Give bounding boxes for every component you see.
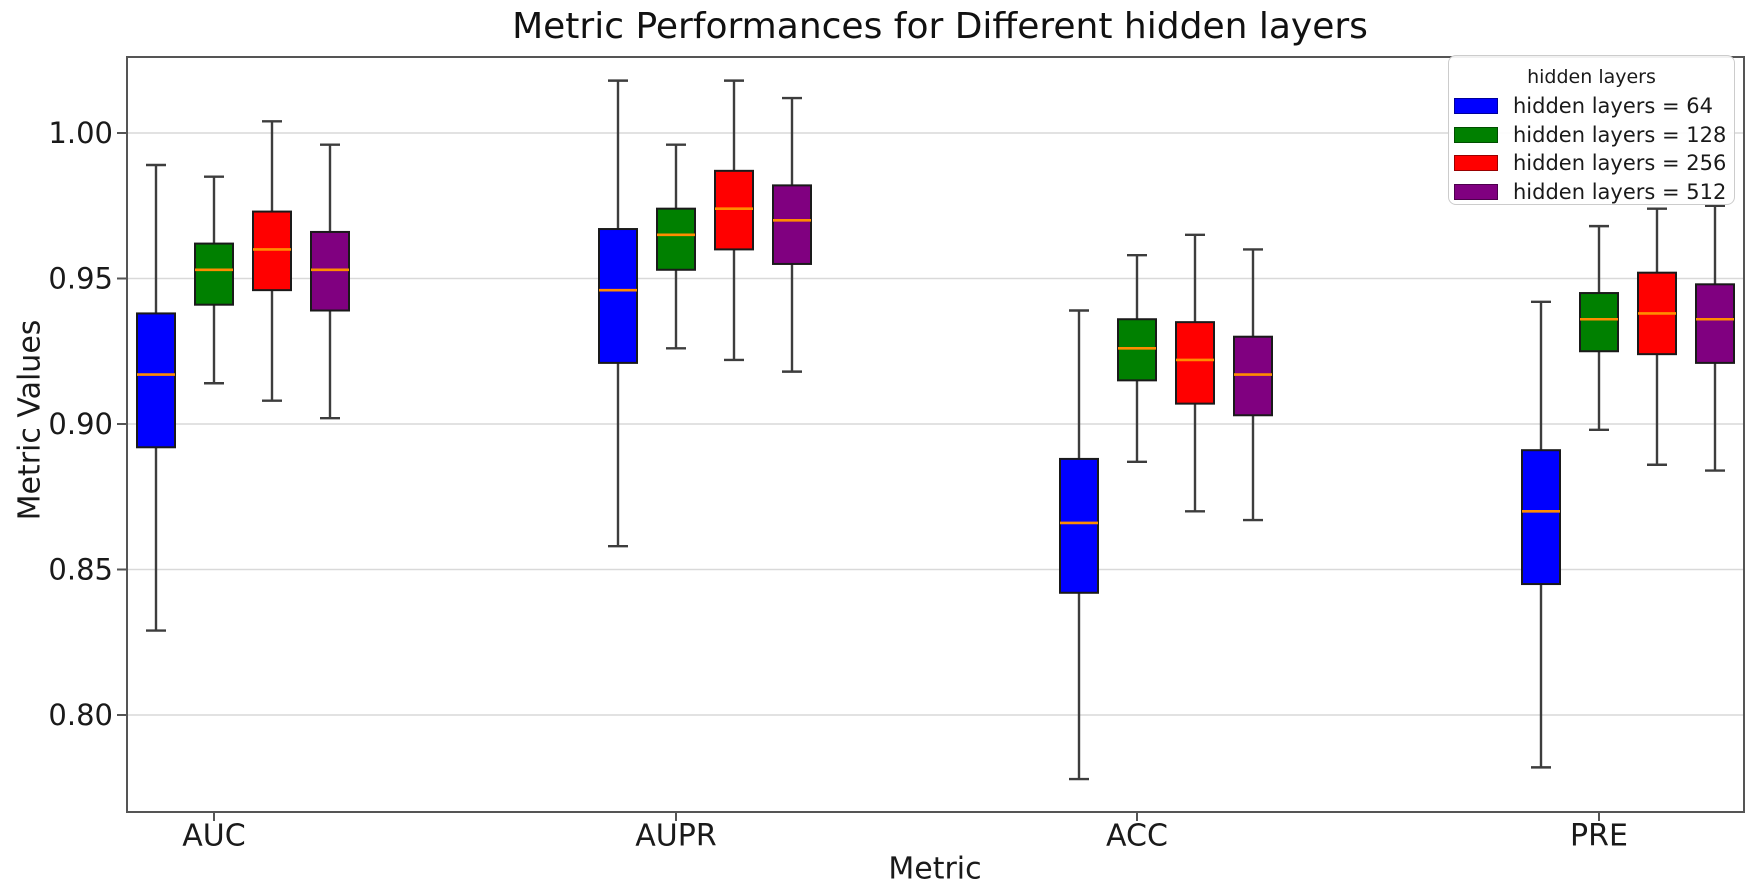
box-ACC-64 — [1059, 457, 1099, 594]
legend-item: hidden layers = 128 — [1449, 121, 1734, 150]
y-tick-label: 0.90 — [48, 407, 113, 441]
legend-item: hidden layers = 64 — [1449, 92, 1734, 121]
box-AUC-256 — [252, 210, 292, 292]
legend-title: hidden layers — [1527, 66, 1656, 88]
box-ACC-256 — [1175, 321, 1215, 405]
x-axis-title: Metric — [888, 851, 982, 887]
box-AUC-64 — [136, 312, 176, 449]
legend-item: hidden layers = 512 — [1449, 178, 1734, 207]
box-PRE-128 — [1579, 292, 1619, 353]
box-PRE-512 — [1695, 283, 1735, 364]
box-AUC-128 — [194, 242, 234, 306]
legend-item-label: hidden layers = 128 — [1513, 122, 1727, 147]
box-PRE-64 — [1521, 449, 1561, 586]
box-ACC-128 — [1117, 318, 1157, 382]
y-tick-label: 0.85 — [48, 553, 113, 587]
x-tick-label-ACC: ACC — [1106, 819, 1168, 854]
legend-swatch — [1454, 98, 1498, 115]
chart-title: Metric Performances for Different hidden… — [512, 6, 1368, 47]
box-AUPR-64 — [598, 228, 638, 364]
x-tick-label-PRE: PRE — [1570, 819, 1628, 854]
x-tick-label-AUC: AUC — [182, 819, 245, 854]
legend-item-label: hidden layers = 256 — [1513, 151, 1727, 176]
box-AUC-512 — [310, 230, 350, 312]
y-tick-label: 0.80 — [48, 698, 113, 732]
y-tick-label: 0.95 — [48, 262, 113, 296]
legend-swatch — [1454, 126, 1498, 143]
box-AUPR-512 — [772, 184, 812, 265]
legend-item: hidden layers = 256 — [1449, 149, 1734, 178]
legend-item-label: hidden layers = 64 — [1513, 94, 1714, 119]
legend-item-label: hidden layers = 512 — [1513, 179, 1727, 204]
legend-items: hidden layers = 64 hidden layers = 128 hid… — [1449, 92, 1734, 206]
y-tick-label: 1.00 — [48, 116, 113, 150]
legend-swatch — [1454, 155, 1498, 172]
x-tick-label-AUPR: AUPR — [635, 819, 716, 854]
box-AUPR-128 — [656, 207, 696, 271]
legend-swatch — [1454, 183, 1498, 200]
box-AUPR-256 — [714, 169, 754, 251]
box-ACC-512 — [1233, 335, 1273, 417]
legend: hidden layers hidden layers = 64 hidden l… — [1448, 55, 1735, 205]
axes-spines — [126, 56, 1745, 813]
